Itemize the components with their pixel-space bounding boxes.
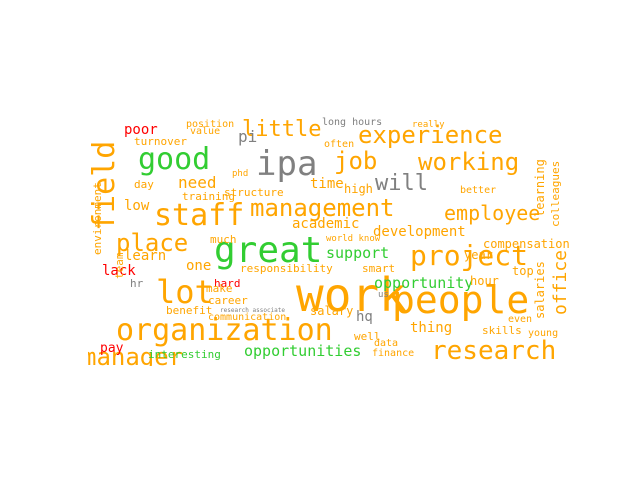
- word-great: great: [214, 230, 323, 271]
- word-staff: staff: [154, 198, 245, 233]
- word-phd: phd: [232, 169, 249, 179]
- word-job: job: [334, 147, 378, 175]
- word-opportunity: opportunity: [374, 274, 474, 292]
- word-training: training: [182, 190, 235, 203]
- word-compensation: compensation: [483, 237, 570, 251]
- word-lot: lot: [156, 273, 214, 311]
- word-hr: hr: [130, 277, 144, 290]
- word-one: one: [186, 258, 212, 274]
- word-development: development: [373, 224, 466, 240]
- word-much: much: [210, 233, 237, 246]
- word-high: high: [344, 182, 373, 196]
- word-poor: poor: [124, 122, 158, 138]
- word-environment: environment: [91, 182, 104, 255]
- word-interesting: interesting: [148, 348, 221, 361]
- word-pay: pay: [100, 341, 124, 356]
- word-well: well: [354, 330, 381, 343]
- word-learning: learning: [533, 159, 547, 217]
- word-communication: communication: [208, 312, 287, 323]
- word-thing: thing: [410, 320, 453, 336]
- word-little: little: [242, 117, 322, 142]
- word-year: year: [464, 248, 493, 262]
- word-academic: academic: [292, 216, 360, 232]
- word-low: low: [124, 198, 150, 214]
- word-hour: hour: [470, 274, 499, 288]
- word-top: top: [512, 264, 534, 278]
- word-good: good: [138, 142, 211, 177]
- word-skills: skills: [482, 324, 522, 337]
- word-young: young: [528, 328, 559, 339]
- word-learn: learn: [124, 248, 167, 264]
- word-long-hours: long hours: [322, 117, 383, 128]
- word-salary: salary: [310, 304, 354, 318]
- word-people: people: [392, 278, 530, 322]
- word-day: day: [134, 178, 154, 191]
- word-smart: smart: [362, 262, 396, 275]
- word-experience: experience: [358, 121, 503, 149]
- word-colleagues: colleagues: [549, 160, 562, 227]
- word-ipa: ipa: [256, 144, 318, 184]
- word-manager: manager: [88, 343, 184, 366]
- word-place: place: [116, 229, 189, 257]
- word-salaries: salaries: [533, 261, 547, 319]
- word-lack: lack: [102, 263, 136, 279]
- word-responsibility: responsibility: [240, 262, 333, 275]
- word-make: make: [206, 282, 233, 295]
- word-management: management: [250, 194, 395, 222]
- word-world-know: world know: [326, 234, 381, 244]
- word-even: even: [508, 314, 533, 325]
- word-research: research: [431, 336, 557, 366]
- word-organization: organization: [116, 313, 333, 348]
- word-data: data: [374, 338, 399, 349]
- word-us: us: [378, 290, 389, 300]
- word-better: better: [460, 185, 497, 196]
- word-office: office: [550, 249, 571, 315]
- word-hard: hard: [214, 277, 241, 290]
- word-project: project: [410, 239, 529, 272]
- word-hq: hq: [356, 309, 373, 325]
- word-turnover: turnover: [134, 135, 187, 148]
- word-support: support: [326, 244, 390, 262]
- word-will: will: [375, 171, 428, 196]
- word-really: really: [412, 120, 445, 130]
- word-value: value: [190, 126, 221, 137]
- word-time: time: [310, 176, 344, 192]
- word-often: often: [324, 139, 355, 150]
- word-benefit: benefit: [166, 304, 213, 317]
- word-employee: employee: [444, 201, 541, 225]
- word-cloud: work people organization great staff man…: [88, 113, 574, 366]
- word-working: working: [418, 148, 520, 176]
- word-finance: finance: [372, 348, 415, 359]
- word-pi: pi: [238, 127, 258, 146]
- word-career: career: [208, 294, 248, 307]
- word-research-associate: research associate: [220, 307, 286, 314]
- word-structure: structure: [224, 186, 284, 199]
- word-position: position: [186, 119, 235, 130]
- word-need: need: [178, 173, 217, 192]
- word-team: team: [113, 252, 126, 280]
- word-opportunities: opportunities: [244, 342, 362, 360]
- word-work: work: [296, 268, 407, 322]
